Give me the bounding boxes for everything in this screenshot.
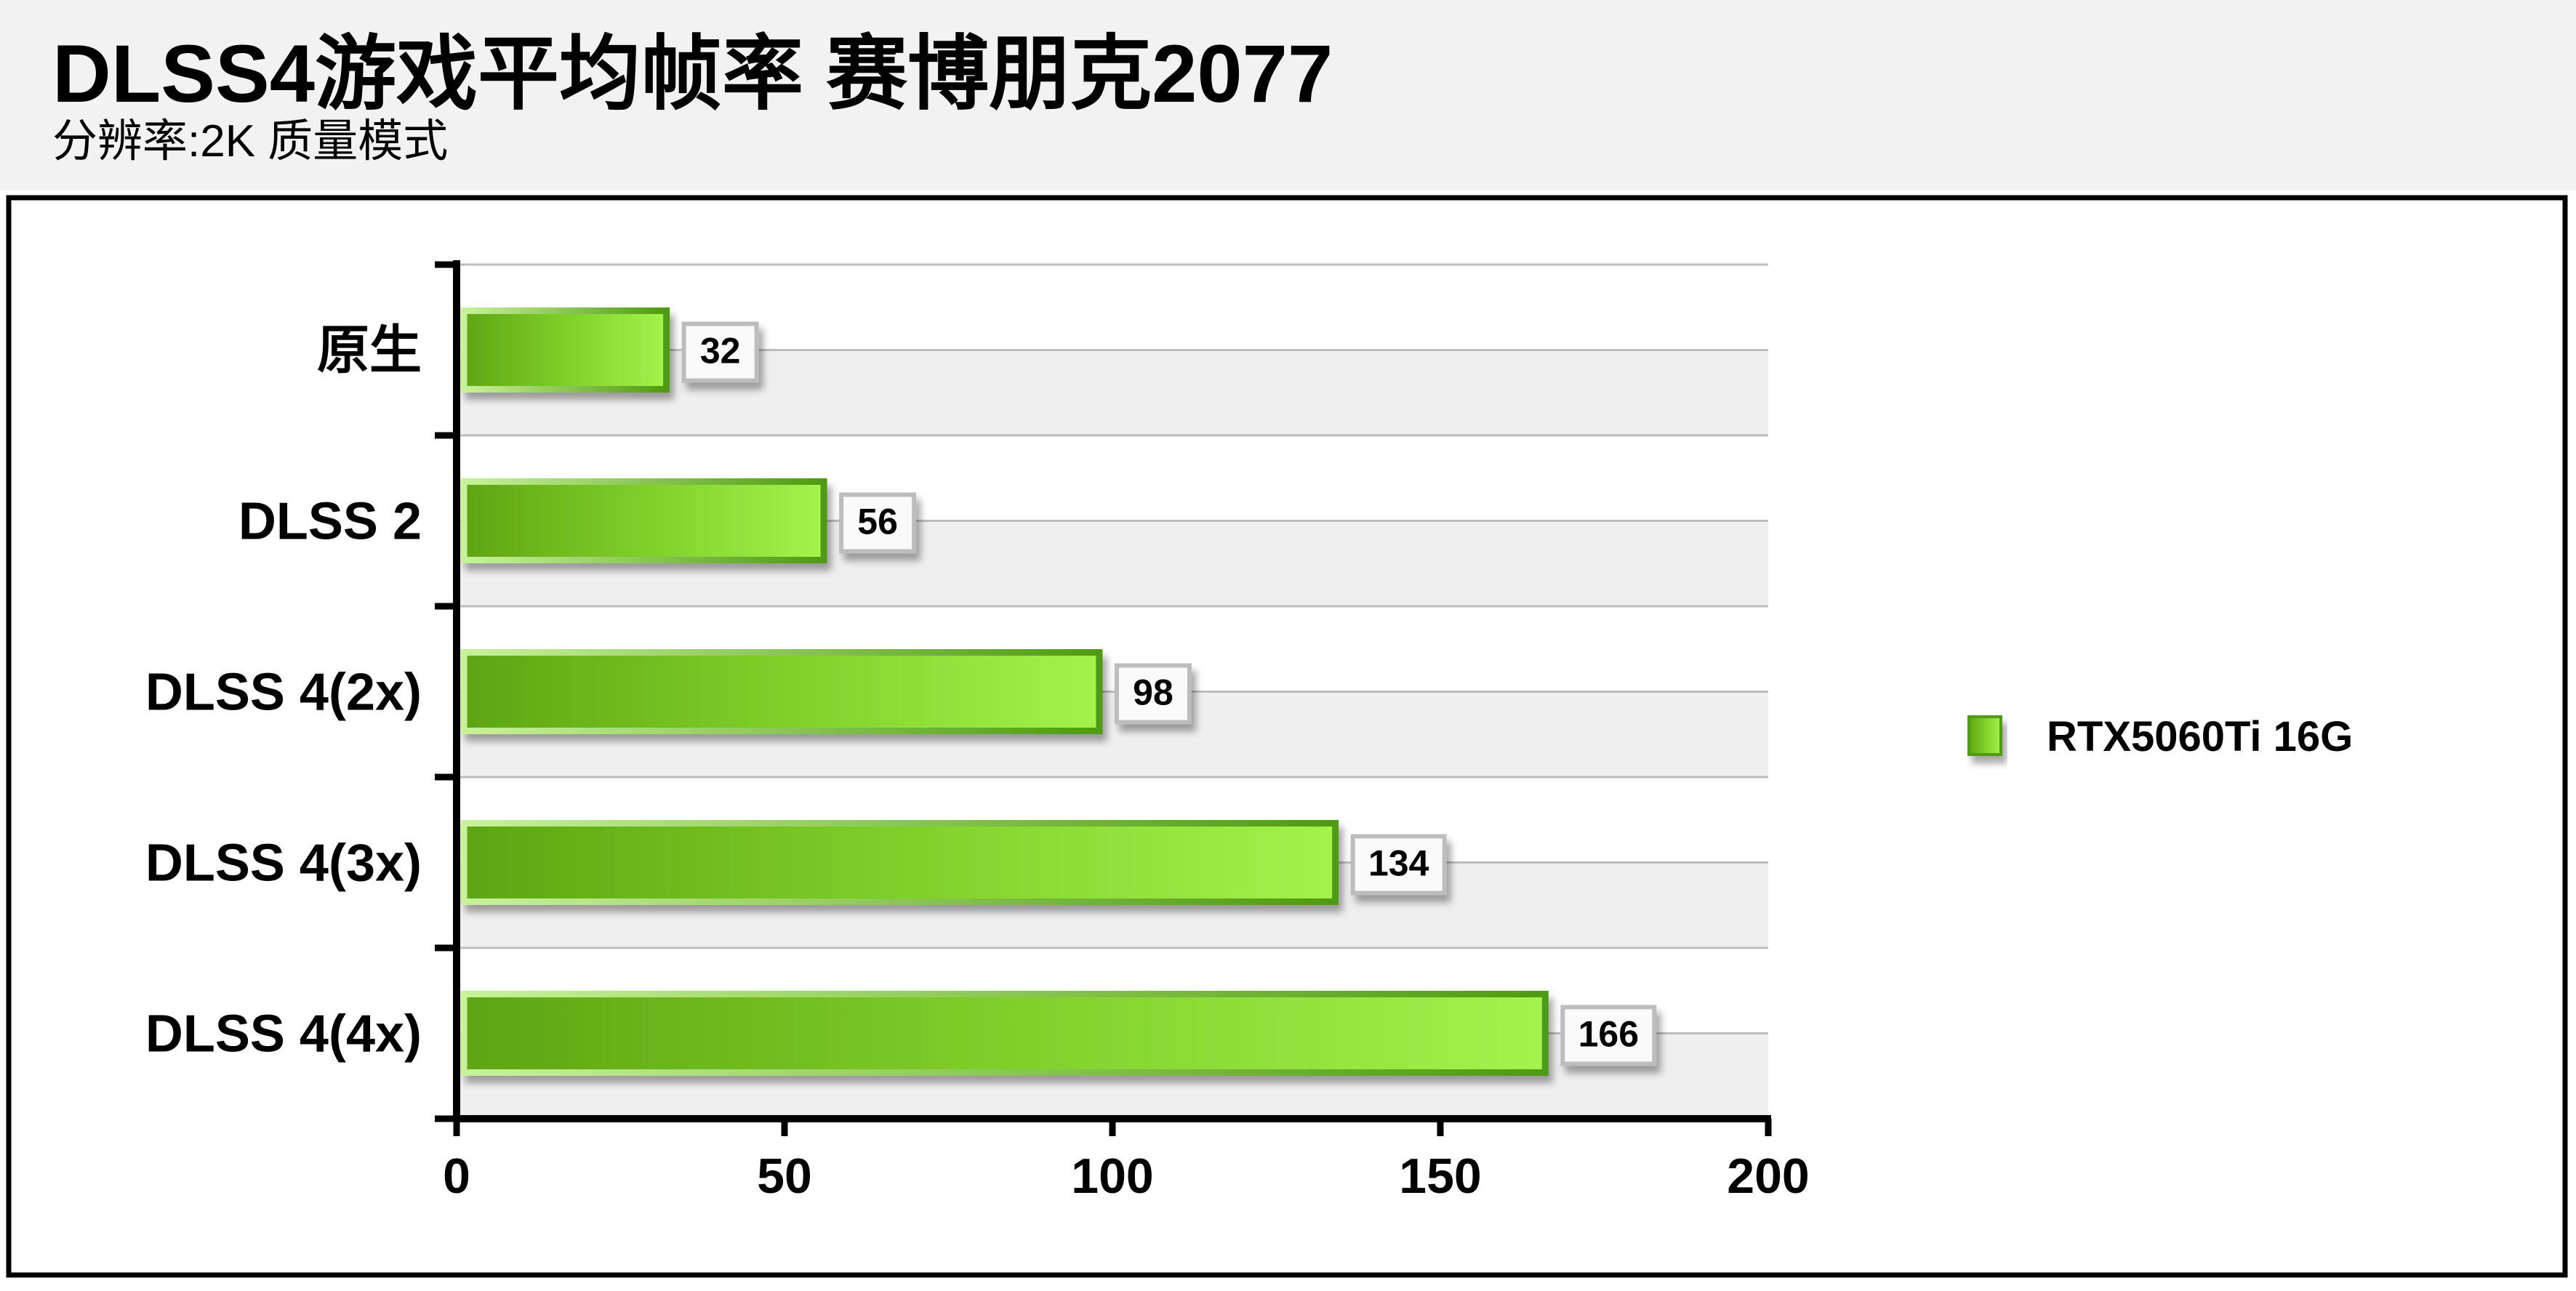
- data-label: 98: [1133, 672, 1173, 713]
- band: [457, 350, 1768, 435]
- category-label: DLSS 4(2x): [145, 664, 422, 722]
- header-background: [0, 0, 2576, 190]
- data-label-box: [1560, 1005, 1657, 1066]
- category-label: DLSS 4(4x): [145, 1005, 422, 1063]
- bar: [460, 307, 670, 393]
- data-label: 32: [700, 331, 741, 371]
- data-label-box: [839, 492, 917, 554]
- data-label: 134: [1368, 843, 1429, 884]
- data-label: 166: [1578, 1014, 1639, 1055]
- bar: [460, 649, 1103, 734]
- x-tick-label: 200: [1727, 1149, 1809, 1204]
- data-label-box: [681, 321, 759, 383]
- data-label-box: [1350, 834, 1447, 896]
- x-tick-label: 0: [443, 1149, 470, 1204]
- data-label: 56: [857, 502, 898, 542]
- x-tick-label: 150: [1399, 1149, 1481, 1204]
- x-tick-label: 100: [1071, 1149, 1153, 1204]
- category-label: DLSS 4(3x): [145, 834, 422, 893]
- bar: [460, 991, 1549, 1076]
- plot-area: 0 50 100 150 200 原生 32 DLSS 2 56 DLSS 4(2x) 98 DLSS…: [145, 260, 1810, 1204]
- legend-swatch: [1967, 715, 2002, 756]
- x-tick-label: 50: [757, 1149, 812, 1204]
- chart-title: DLSS4游戏平均帧率 赛博朋克2077: [52, 28, 1333, 119]
- chart-subtitle: 分辨率:2K 质量模式: [52, 116, 448, 166]
- category-label: 原生: [317, 322, 422, 380]
- bar: [460, 820, 1339, 905]
- legend-label: RTX5060Ti 16G: [2047, 713, 2353, 760]
- legend: RTX5060Ti 16G: [1967, 713, 2353, 760]
- data-label-box: [1114, 663, 1192, 725]
- bar: [460, 478, 827, 563]
- category-label: DLSS 2: [238, 493, 422, 551]
